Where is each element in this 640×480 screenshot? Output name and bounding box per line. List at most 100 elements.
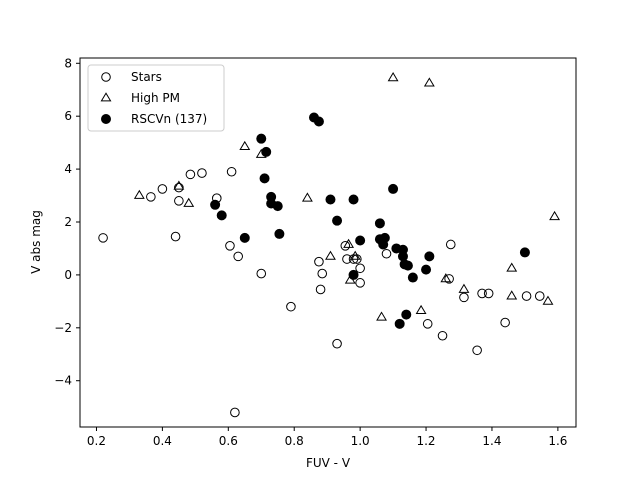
circle-point bbox=[225, 241, 235, 251]
y-tick-label: 4 bbox=[64, 162, 72, 176]
circle-point bbox=[348, 269, 359, 280]
triangle-point bbox=[301, 192, 313, 202]
circle-point bbox=[407, 272, 418, 283]
circle-point bbox=[422, 319, 433, 329]
circle-point bbox=[437, 330, 448, 341]
x-tick-label: 0.8 bbox=[285, 434, 304, 448]
triangle-point bbox=[387, 72, 399, 82]
triangle-point bbox=[458, 283, 470, 293]
circle-point bbox=[286, 301, 296, 312]
series-filled-circle bbox=[210, 112, 530, 329]
circle-point bbox=[483, 288, 494, 299]
circle-point bbox=[226, 166, 237, 177]
triangle-point bbox=[415, 304, 427, 314]
circle-point bbox=[274, 228, 285, 239]
circle-point bbox=[325, 194, 336, 205]
circle-point bbox=[534, 291, 545, 301]
circle-point bbox=[477, 288, 487, 299]
circle-point bbox=[500, 317, 510, 328]
x-tick-label: 1.6 bbox=[548, 434, 567, 448]
legend-marker bbox=[100, 92, 112, 102]
x-tick-label: 0.6 bbox=[219, 434, 238, 448]
circle-point bbox=[401, 309, 412, 320]
circle-point bbox=[472, 345, 482, 356]
circle-point bbox=[355, 263, 365, 274]
triangle-point bbox=[173, 180, 185, 190]
circle-point bbox=[445, 239, 456, 250]
circle-point bbox=[340, 241, 351, 251]
circle-point bbox=[314, 256, 324, 267]
legend-frame bbox=[87, 64, 225, 132]
y-tick-label: −2 bbox=[54, 321, 72, 335]
circle-point bbox=[256, 133, 267, 144]
circle-point bbox=[259, 173, 270, 184]
triangle-point bbox=[506, 262, 518, 272]
circle-point bbox=[216, 210, 227, 221]
circle-point bbox=[315, 284, 326, 295]
series-open-triangle bbox=[133, 72, 561, 321]
circle-point bbox=[381, 248, 392, 259]
circle-point bbox=[348, 194, 359, 205]
legend-label: RSCVn (137) bbox=[131, 112, 207, 126]
circle-point bbox=[230, 407, 240, 418]
circle-point bbox=[239, 232, 250, 243]
data-marks bbox=[98, 72, 561, 418]
y-tick-label: 6 bbox=[64, 109, 72, 123]
y-axis: −4 −2 0 2 4 6 8 bbox=[54, 56, 80, 388]
circle-point bbox=[313, 116, 324, 127]
circle-point bbox=[421, 264, 432, 275]
y-tick-label: 8 bbox=[64, 56, 72, 70]
triangle-point bbox=[343, 238, 355, 248]
circle-point bbox=[157, 184, 168, 194]
circle-point bbox=[519, 247, 530, 258]
triangle-point bbox=[549, 210, 561, 221]
triangle-point bbox=[349, 250, 361, 260]
circle-point bbox=[459, 292, 469, 303]
legend-marker bbox=[101, 114, 111, 124]
circle-point bbox=[379, 232, 390, 243]
circle-point bbox=[146, 192, 156, 202]
legend-marker bbox=[101, 72, 111, 82]
circle-point bbox=[185, 169, 196, 180]
triangle-point bbox=[440, 273, 452, 283]
triangle-point bbox=[376, 311, 387, 321]
x-axis-label: FUV - V bbox=[306, 456, 351, 470]
circle-point bbox=[424, 251, 435, 262]
circle-point bbox=[355, 235, 366, 246]
y-axis-label: V abs mag bbox=[29, 210, 43, 274]
circle-point bbox=[272, 201, 283, 212]
circle-point bbox=[174, 196, 184, 206]
legend-label: Stars bbox=[131, 70, 162, 84]
circle-point bbox=[98, 233, 108, 243]
circle-point bbox=[197, 168, 207, 178]
circle-point bbox=[444, 274, 454, 284]
y-tick-label: 2 bbox=[64, 215, 72, 229]
legend: Stars High PM RSCVn (137) bbox=[87, 64, 225, 132]
circle-point bbox=[332, 338, 342, 349]
y-tick-label: −4 bbox=[54, 374, 72, 388]
circle-point bbox=[394, 318, 405, 329]
circle-point bbox=[397, 251, 408, 262]
circle-point bbox=[261, 146, 272, 157]
circle-point bbox=[374, 218, 385, 229]
triangle-point bbox=[506, 290, 518, 300]
x-tick-label: 0.4 bbox=[153, 434, 172, 448]
x-tick-label: 1.0 bbox=[351, 434, 370, 448]
legend-label: High PM bbox=[131, 91, 180, 105]
circle-point bbox=[388, 183, 399, 194]
circle-point bbox=[402, 260, 413, 271]
circle-point bbox=[317, 268, 328, 279]
circle-point bbox=[233, 251, 243, 262]
circle-point bbox=[170, 231, 181, 242]
x-tick-label: 1.2 bbox=[416, 434, 435, 448]
x-axis: 0.2 0.4 0.6 0.8 1.0 1.2 1.4 1.6 bbox=[87, 427, 567, 448]
triangle-point bbox=[325, 250, 336, 260]
y-tick-label: 0 bbox=[64, 268, 72, 282]
circle-point bbox=[256, 268, 267, 279]
circle-point bbox=[174, 182, 184, 193]
triangle-point bbox=[183, 197, 195, 207]
plot-frame bbox=[79, 57, 577, 428]
circle-point bbox=[355, 278, 365, 288]
triangle-point bbox=[423, 77, 435, 87]
